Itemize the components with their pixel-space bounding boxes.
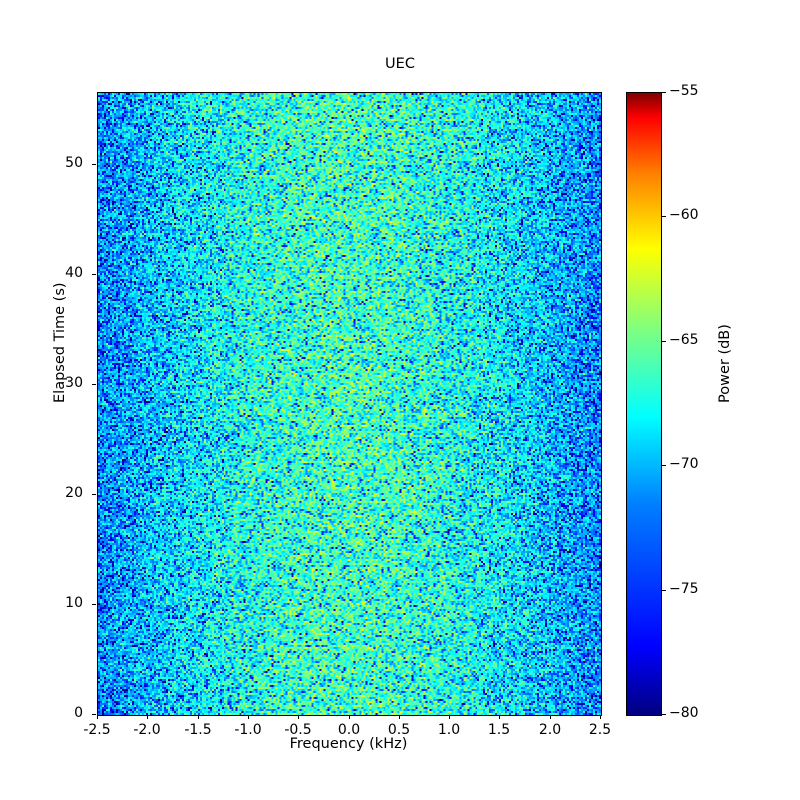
colorbar-tick-mark	[662, 465, 666, 466]
colorbar-label: Power (dB)	[717, 324, 733, 403]
x-tick-mark	[600, 715, 601, 719]
x-tick-label: -1.0	[234, 722, 262, 738]
y-tick-label: 30	[65, 375, 83, 391]
spectrogram-axes	[97, 92, 602, 716]
x-tick-label: 1.0	[437, 722, 461, 738]
y-tick-mark	[92, 384, 96, 385]
y-tick-mark	[92, 494, 96, 495]
x-tick-label: 2.0	[538, 722, 562, 738]
colorbar-tick-mark	[662, 341, 666, 342]
y-tick-mark	[92, 714, 96, 715]
x-tick-mark	[550, 715, 551, 719]
x-tick-mark	[349, 715, 350, 719]
x-tick-label: 1.5	[487, 722, 511, 738]
x-tick-label: -1.5	[184, 722, 212, 738]
colorbar-tick-mark	[662, 714, 666, 715]
colorbar-tick-label: −60	[669, 207, 699, 223]
colorbar-tick-label: −80	[669, 705, 699, 721]
y-tick-label: 20	[65, 485, 83, 501]
x-tick-label: -2.0	[133, 722, 161, 738]
y-tick-mark	[92, 274, 96, 275]
colorbar	[626, 92, 662, 716]
spectrogram-image	[98, 93, 601, 715]
x-tick-mark	[449, 715, 450, 719]
y-tick-label: 0	[74, 705, 83, 721]
x-axis-label: Frequency (kHz)	[289, 736, 408, 752]
y-tick-label: 10	[65, 595, 83, 611]
x-tick-mark	[248, 715, 249, 719]
colorbar-gradient	[627, 93, 661, 715]
x-tick-mark	[298, 715, 299, 719]
colorbar-tick-mark	[662, 216, 666, 217]
colorbar-tick-label: −55	[669, 83, 699, 99]
x-tick-label: -0.5	[284, 722, 312, 738]
colorbar-tick-mark	[662, 92, 666, 93]
x-tick-mark	[399, 715, 400, 719]
title-line-station: UEC	[385, 55, 415, 72]
x-tick-label: 0.0	[337, 722, 361, 738]
x-tick-label: 0.5	[387, 722, 411, 738]
x-tick-label: 2.5	[588, 722, 612, 738]
y-tick-label: 40	[65, 265, 83, 281]
y-tick-mark	[92, 604, 96, 605]
colorbar-tick-label: −65	[669, 332, 699, 348]
y-tick-mark	[92, 164, 96, 165]
x-tick-mark	[97, 715, 98, 719]
x-tick-mark	[147, 715, 148, 719]
y-tick-label: 50	[65, 155, 83, 171]
colorbar-tick-label: −75	[669, 581, 699, 597]
colorbar-tick-mark	[662, 590, 666, 591]
y-axis-label: Elapsed Time (s)	[52, 282, 68, 403]
x-tick-mark	[198, 715, 199, 719]
colorbar-tick-label: −70	[669, 456, 699, 472]
x-tick-label: -2.5	[83, 722, 111, 738]
x-tick-mark	[499, 715, 500, 719]
